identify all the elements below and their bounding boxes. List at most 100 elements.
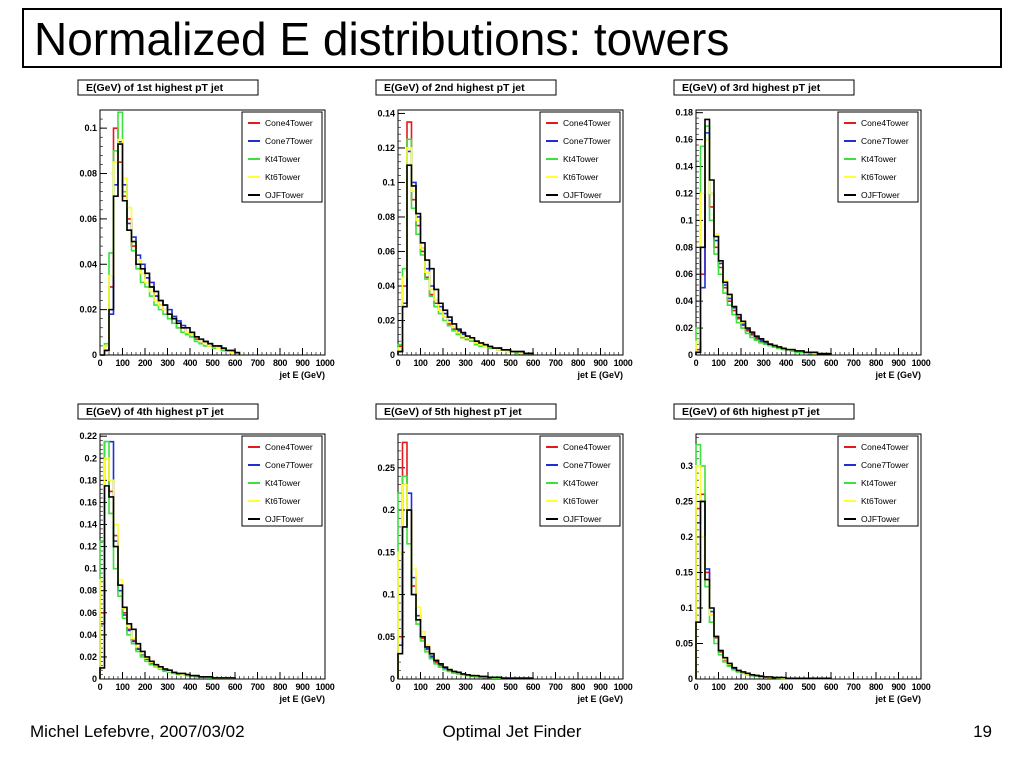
legend-label: OJFTower — [861, 514, 900, 524]
chart-title-box — [673, 403, 855, 420]
legend-label: Kt6Tower — [265, 496, 301, 506]
legend-label: Cone7Tower — [563, 460, 611, 470]
chart-2: E(GeV) of 2nd highest pT jet 0 0.02 0.04 0.0… — [375, 79, 633, 380]
y-tick-label: 0.14 — [377, 108, 395, 118]
x-tick-label: 500 — [801, 682, 815, 692]
x-tick-label: 1000 — [614, 682, 633, 692]
y-tick-label: 0.02 — [79, 305, 97, 315]
legend-label: Cone4Tower — [563, 442, 611, 452]
legend-label: OJFTower — [265, 190, 304, 200]
y-tick-label: 0 — [390, 350, 395, 360]
x-tick-label: 900 — [295, 682, 309, 692]
chart-title-box — [77, 403, 259, 420]
x-tick-label: 900 — [891, 358, 905, 368]
y-tick-label: 0.18 — [79, 475, 97, 485]
x-tick-label: 0 — [694, 358, 699, 368]
x-tick-label: 700 — [548, 682, 562, 692]
legend-box — [539, 435, 621, 527]
y-tick-label: 0.04 — [377, 281, 395, 291]
x-axis-label: jet E (GeV) — [576, 694, 623, 704]
x-tick-label: 800 — [869, 682, 883, 692]
y-tick-label: 0.2 — [680, 532, 693, 542]
y-tick-label: 0.14 — [675, 162, 693, 172]
chart-title-box — [375, 79, 557, 96]
legend-box — [241, 111, 323, 203]
y-tick-label: 0.15 — [377, 547, 395, 557]
y-tick-label: 0 — [390, 674, 395, 684]
chart-title: E(GeV) of 3rd highest pT jet — [682, 82, 821, 94]
x-tick-label: 300 — [458, 682, 472, 692]
y-tick-label: 0.16 — [79, 497, 97, 507]
x-tick-label: 1000 — [316, 682, 335, 692]
legend-label: Cone4Tower — [861, 118, 909, 128]
y-tick-label: 0.02 — [675, 323, 693, 333]
chart-title-box — [673, 79, 855, 96]
y-tick-label: 0.3 — [680, 461, 693, 471]
y-tick-label: 0.08 — [675, 242, 693, 252]
legend-label: Cone4Tower — [563, 118, 611, 128]
legend-label: Cone7Tower — [861, 460, 909, 470]
y-tick-label: 0.16 — [675, 135, 693, 145]
legend-label: Kt4Tower — [861, 478, 897, 488]
y-tick-label: 0.2 — [382, 505, 395, 515]
x-tick-label: 500 — [503, 358, 517, 368]
x-tick-label: 100 — [413, 682, 427, 692]
x-tick-label: 200 — [138, 358, 152, 368]
x-tick-label: 700 — [250, 682, 264, 692]
x-tick-label: 300 — [458, 358, 472, 368]
y-tick-label: 0.08 — [377, 212, 395, 222]
y-tick-label: 0.1 — [84, 123, 97, 133]
x-tick-label: 400 — [183, 682, 197, 692]
legend-label: Kt6Tower — [265, 172, 301, 182]
chart-panel-2: E(GeV) of 2nd highest pT jet 0 0.02 0.04 0.0… — [368, 78, 668, 388]
chart-1: E(GeV) of 1st highest pT jet 0 0.02 0.04 0.0… — [77, 79, 335, 380]
x-tick-label: 0 — [396, 682, 401, 692]
legend-box — [539, 111, 621, 203]
x-tick-label: 600 — [228, 682, 242, 692]
y-tick-label: 0 — [688, 350, 693, 360]
x-tick-label: 100 — [413, 358, 427, 368]
slide-title: Normalized E distributions: towers — [34, 13, 730, 65]
y-tick-label: 0.1 — [382, 590, 395, 600]
y-tick-label: 0.04 — [675, 296, 693, 306]
x-tick-label: 700 — [548, 358, 562, 368]
y-tick-label: 0.12 — [79, 542, 97, 552]
chart-panel-5: E(GeV) of 5th highest pT jet 0 0.05 0.1 0.15… — [368, 402, 668, 712]
legend-box — [837, 435, 919, 527]
y-tick-label: 0.05 — [675, 638, 693, 648]
y-tick-label: 0.1 — [680, 215, 693, 225]
legend-label: Kt4Tower — [563, 478, 599, 488]
x-tick-label: 900 — [295, 358, 309, 368]
x-tick-label: 500 — [205, 682, 219, 692]
legend-box — [241, 435, 323, 527]
x-tick-label: 100 — [115, 358, 129, 368]
x-tick-label: 1000 — [614, 358, 633, 368]
y-tick-label: 0.05 — [377, 632, 395, 642]
chart-panel-3: E(GeV) of 3rd highest pT jet 0 0.02 0.04 0.0… — [666, 78, 966, 388]
x-tick-label: 400 — [481, 358, 495, 368]
y-tick-label: 0.1 — [382, 177, 395, 187]
chart-panel-4: E(GeV) of 4th highest pT jet 0 0.02 0.04 0.0… — [70, 402, 370, 712]
y-tick-label: 0.25 — [675, 496, 693, 506]
series-ojftower — [695, 118, 832, 355]
x-tick-label: 200 — [138, 682, 152, 692]
x-tick-label: 100 — [115, 682, 129, 692]
y-tick-label: 0.04 — [79, 630, 97, 640]
legend-label: Cone7Tower — [563, 136, 611, 146]
legend-label: Cone4Tower — [265, 118, 313, 128]
x-tick-label: 700 — [846, 682, 860, 692]
x-tick-label: 800 — [273, 358, 287, 368]
chart-title: E(GeV) of 6th highest pT jet — [682, 406, 820, 418]
x-tick-label: 900 — [593, 358, 607, 368]
x-tick-label: 600 — [526, 682, 540, 692]
legend-label: Cone7Tower — [265, 136, 313, 146]
x-tick-label: 500 — [205, 358, 219, 368]
y-tick-label: 0.15 — [675, 567, 693, 577]
y-tick-label: 0.02 — [79, 652, 97, 662]
x-tick-label: 0 — [396, 358, 401, 368]
x-tick-label: 900 — [593, 682, 607, 692]
footer-talk-title: Optimal Jet Finder — [442, 722, 582, 741]
x-tick-label: 600 — [824, 358, 838, 368]
legend-label: Kt4Tower — [265, 154, 301, 164]
x-tick-label: 1000 — [316, 358, 335, 368]
